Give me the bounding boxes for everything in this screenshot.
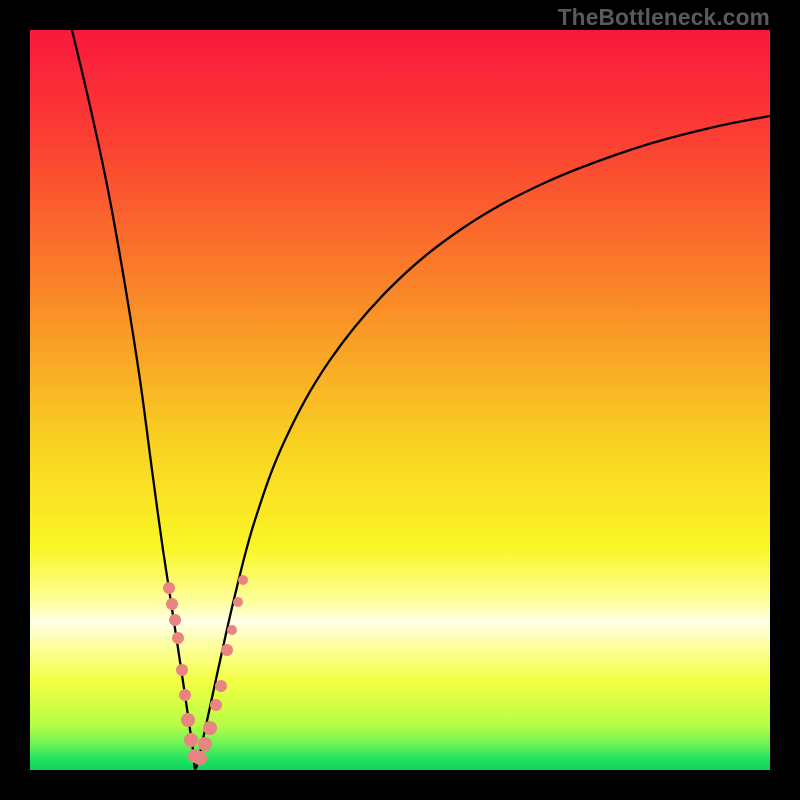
marker-right-7 — [233, 597, 243, 607]
watermark-text: TheBottleneck.com — [558, 4, 770, 31]
marker-left-3 — [172, 632, 184, 644]
marker-right-1 — [198, 737, 212, 751]
marker-left-2 — [169, 614, 181, 626]
bottleneck-chart — [30, 30, 770, 770]
marker-right-4 — [215, 680, 227, 692]
marker-left-0 — [163, 582, 175, 594]
marker-left-7 — [184, 733, 198, 747]
marker-left-5 — [179, 689, 191, 701]
marker-right-8 — [238, 575, 248, 585]
marker-right-0 — [193, 751, 207, 765]
marker-right-2 — [203, 721, 217, 735]
marker-right-6 — [227, 625, 237, 635]
marker-left-6 — [181, 713, 195, 727]
plot-area — [30, 30, 770, 770]
marker-left-4 — [176, 664, 188, 676]
marker-right-3 — [210, 699, 222, 711]
chart-frame: TheBottleneck.com — [0, 0, 800, 800]
marker-right-5 — [221, 644, 233, 656]
marker-left-1 — [166, 598, 178, 610]
